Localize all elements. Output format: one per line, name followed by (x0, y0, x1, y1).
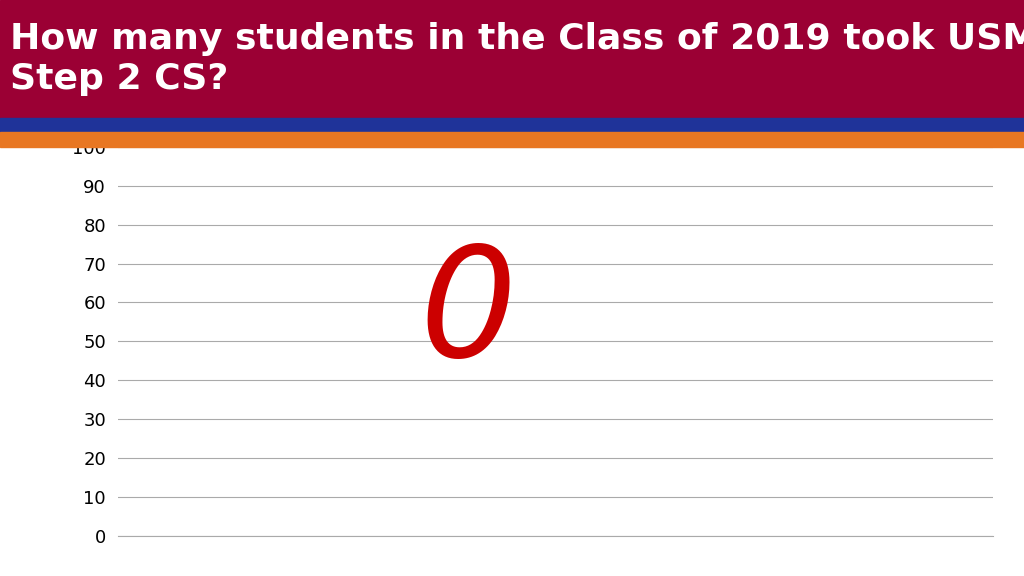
Text: 0: 0 (420, 240, 516, 389)
Text: How many students in the Class of 2019 took USMLE
Step 2 CS?: How many students in the Class of 2019 t… (10, 22, 1024, 96)
